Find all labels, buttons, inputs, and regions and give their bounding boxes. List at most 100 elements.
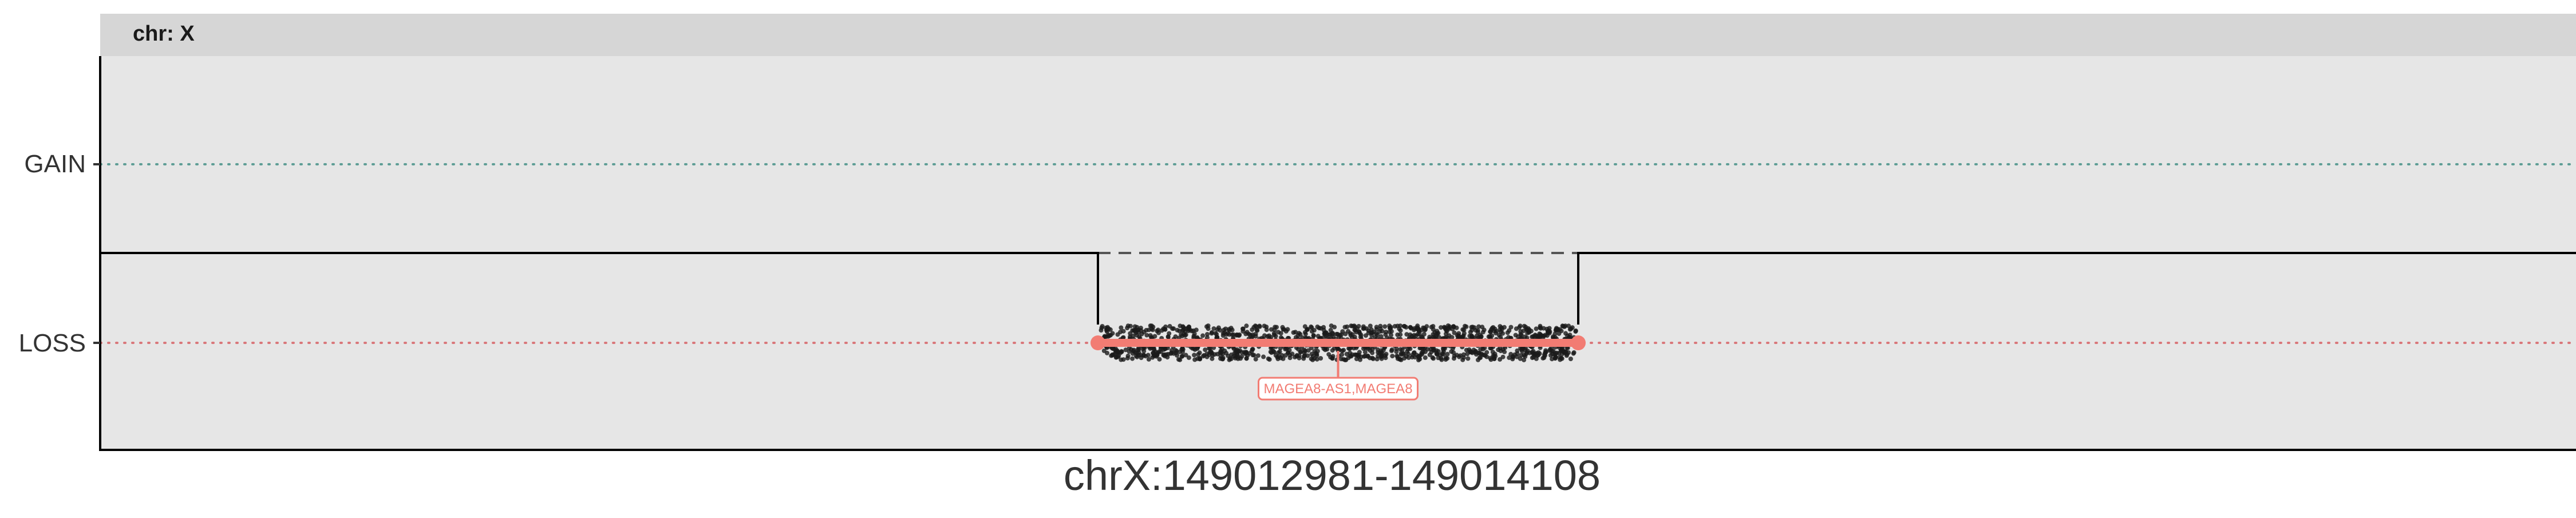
data-point [1508, 351, 1514, 357]
data-point [1128, 323, 1133, 329]
data-point [1156, 330, 1161, 335]
data-point [1340, 329, 1345, 334]
data-point [1378, 323, 1383, 329]
data-point [1175, 327, 1180, 333]
data-point [1398, 347, 1403, 352]
data-point [1311, 333, 1316, 338]
data-point [1465, 351, 1470, 357]
data-point [1244, 323, 1249, 329]
data-point [1442, 325, 1447, 330]
data-point [1361, 354, 1366, 359]
data-point [1167, 331, 1172, 336]
data-point [1451, 325, 1456, 330]
data-point [1161, 326, 1166, 331]
data-point [1099, 325, 1104, 330]
data-point [1378, 334, 1384, 339]
data-point [1119, 349, 1124, 354]
data-point [1123, 347, 1128, 353]
data-point [1331, 334, 1336, 339]
data-point [1148, 323, 1153, 329]
data-point [1115, 332, 1120, 337]
data-point [1558, 357, 1563, 362]
data-point [1530, 355, 1535, 361]
data-point [1330, 355, 1335, 361]
data-point [1150, 327, 1155, 333]
data-point [1326, 352, 1332, 357]
x-axis-label: chrX:149012981-149014108 [1064, 452, 1601, 499]
data-point [1314, 357, 1319, 362]
data-point [1231, 332, 1236, 337]
data-point [1144, 333, 1149, 338]
data-point [1226, 327, 1231, 332]
data-point [1507, 355, 1512, 360]
data-point [1434, 350, 1439, 355]
data-point [1165, 355, 1170, 360]
data-point [1350, 332, 1355, 337]
data-point [1364, 333, 1368, 338]
data-point [1179, 332, 1184, 337]
segment-end-point [1571, 335, 1586, 350]
data-point [1380, 329, 1385, 334]
data-point [1498, 357, 1503, 362]
data-point [1206, 326, 1211, 331]
data-point [1235, 356, 1240, 361]
data-point [1183, 326, 1188, 331]
data-point [1518, 332, 1523, 337]
data-point [1571, 351, 1576, 356]
data-point [1222, 330, 1227, 335]
data-point [1211, 326, 1216, 331]
data-point [1151, 347, 1156, 353]
data-point [1420, 335, 1425, 340]
data-point [1452, 356, 1456, 361]
data-point [1435, 329, 1440, 334]
data-point [1463, 323, 1467, 329]
data-point [1209, 331, 1214, 336]
data-point [1344, 357, 1349, 362]
data-point [1478, 355, 1483, 360]
data-point [1478, 347, 1483, 352]
data-point [1492, 326, 1498, 331]
data-point [1145, 353, 1151, 358]
data-point [1150, 355, 1155, 360]
data-point [1519, 347, 1524, 352]
data-point [1273, 325, 1278, 330]
data-point [1115, 349, 1120, 354]
data-point [1543, 333, 1548, 338]
data-point [1282, 327, 1286, 332]
data-point [1250, 347, 1255, 352]
data-point [1192, 353, 1197, 358]
data-point [1318, 356, 1323, 361]
data-point [1309, 329, 1314, 334]
data-point [1356, 324, 1361, 329]
data-point [1276, 330, 1281, 335]
data-point [1355, 353, 1360, 358]
data-point [1507, 328, 1512, 333]
data-point [1108, 333, 1113, 338]
data-point [1240, 326, 1245, 331]
data-point [1460, 327, 1465, 332]
data-point [1295, 333, 1301, 338]
data-point [1469, 327, 1475, 333]
data-point [1191, 334, 1196, 339]
data-point [1445, 351, 1450, 357]
data-point [1286, 350, 1290, 355]
data-point [1496, 333, 1502, 338]
data-point [1518, 323, 1523, 329]
data-point [1547, 326, 1552, 331]
data-point [1140, 346, 1145, 351]
data-point [1116, 354, 1121, 359]
data-point [1294, 354, 1299, 359]
data-point [1460, 357, 1465, 362]
data-point [1167, 324, 1172, 329]
data-point [1560, 324, 1566, 329]
data-point [1196, 352, 1201, 357]
data-point [1389, 348, 1394, 353]
data-point [1394, 346, 1399, 351]
data-point [1489, 346, 1494, 351]
data-point [1257, 324, 1262, 329]
data-point [1563, 349, 1568, 354]
data-point [1137, 334, 1142, 339]
data-point [1488, 329, 1493, 334]
data-point [1335, 331, 1340, 337]
